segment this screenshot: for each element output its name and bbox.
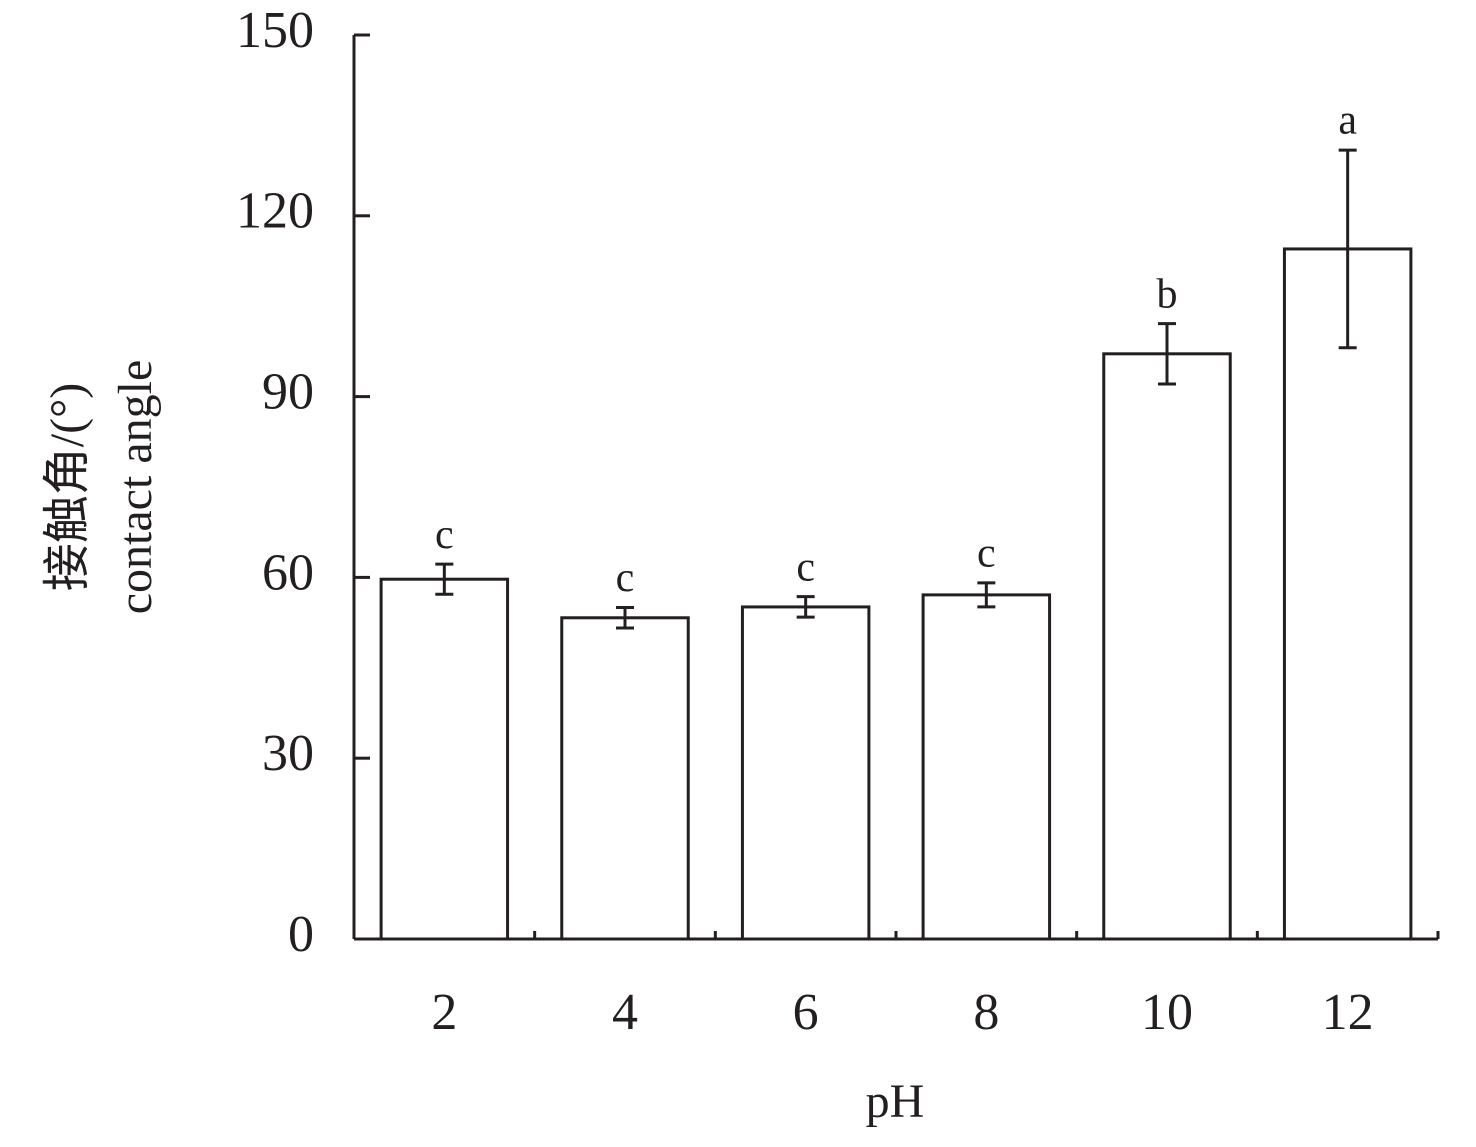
error-bar [1158, 322, 1176, 386]
bar [379, 577, 510, 941]
y-tick-label: 30 [262, 725, 314, 782]
error-bar [435, 562, 454, 596]
significance-letter: c [616, 555, 635, 601]
bar [560, 616, 690, 941]
y-tick-label: 60 [262, 544, 314, 601]
bar [740, 605, 871, 941]
y-tick-label: 150 [236, 2, 314, 59]
x-tick-label: 8 [973, 984, 999, 1041]
x-tick-label: 10 [1141, 984, 1193, 1041]
x-tick-label: 4 [612, 984, 638, 1041]
error-bar [1338, 148, 1357, 350]
bar [921, 593, 1052, 941]
x-tick-label: 2 [431, 984, 457, 1041]
x-tick-label: 12 [1322, 984, 1374, 1041]
error-bar [977, 581, 996, 609]
error-bar [616, 606, 634, 630]
y-tick-label: 0 [288, 906, 314, 963]
error-bar [796, 595, 815, 619]
y-tick-label: 90 [262, 364, 314, 421]
significance-letter: a [1338, 98, 1357, 144]
x-tick-label: 6 [793, 984, 819, 1041]
significance-letter: b [1157, 271, 1178, 317]
significance-letter: c [977, 530, 996, 576]
significance-letter: c [435, 512, 454, 558]
y-axis-label: 接触角/(°) [41, 383, 94, 592]
bar [1102, 352, 1232, 941]
y-axis-label: contact angle [109, 360, 162, 615]
x-axis-label: pH [866, 1075, 925, 1128]
y-tick-label: 120 [236, 183, 314, 240]
bar [1282, 247, 1413, 941]
significance-letter: c [796, 544, 815, 590]
